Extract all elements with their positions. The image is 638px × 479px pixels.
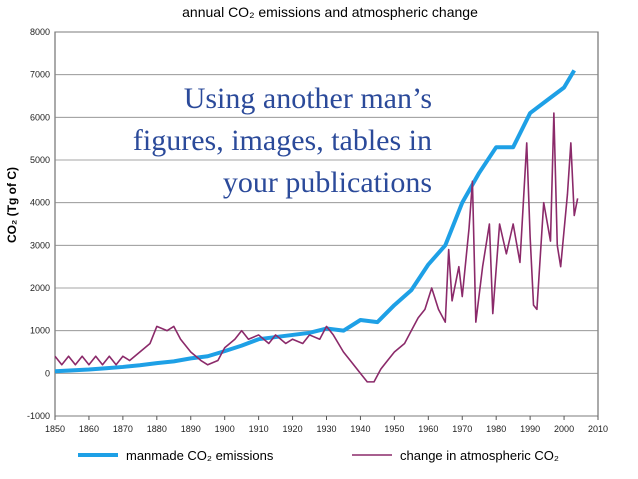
y-tick-label: 2000 xyxy=(30,283,50,293)
x-tick-label: 1930 xyxy=(316,424,336,434)
y-tick-label: -1000 xyxy=(27,411,50,421)
x-tick-label: 1910 xyxy=(249,424,269,434)
y-tick-label: 3000 xyxy=(30,240,50,250)
y-tick-label: 4000 xyxy=(30,198,50,208)
overlay-text: figures, images, tables in xyxy=(133,124,432,157)
overlay-text: Using another man’s xyxy=(184,82,432,115)
x-tick-label: 1860 xyxy=(79,424,99,434)
chart-title: annual CO₂ emissions and atmospheric cha… xyxy=(182,4,478,20)
y-tick-label: 0 xyxy=(45,368,50,378)
y-tick-label: 1000 xyxy=(30,326,50,336)
x-tick-label: 1970 xyxy=(452,424,472,434)
x-tick-label: 1920 xyxy=(283,424,303,434)
y-tick-label: 8000 xyxy=(30,27,50,37)
y-tick-label: 5000 xyxy=(30,155,50,165)
x-tick-label: 1880 xyxy=(147,424,167,434)
overlay-text: your publications xyxy=(223,166,432,199)
x-tick-label: 1940 xyxy=(350,424,370,434)
plot xyxy=(54,31,599,420)
y-tick-label: 6000 xyxy=(30,112,50,122)
x-tick-label: 2000 xyxy=(554,424,574,434)
x-tick-label: 1900 xyxy=(215,424,235,434)
series-line xyxy=(54,69,576,374)
x-tick-label: 1950 xyxy=(384,424,404,434)
x-tick-label: 1980 xyxy=(486,424,506,434)
x-tick-label: 2010 xyxy=(588,424,608,434)
x-tick-label: 1960 xyxy=(418,424,438,434)
y-tick-label: 7000 xyxy=(30,70,50,80)
x-tick-label: 1990 xyxy=(520,424,540,434)
series-line xyxy=(54,112,579,383)
x-tick-label: 1870 xyxy=(113,424,133,434)
y-axis-label: CO₂ (Tg of C) xyxy=(5,167,19,243)
legend-label: change in atmospheric CO₂ xyxy=(400,448,559,463)
x-tick-label: 1850 xyxy=(45,424,65,434)
legend-label: manmade CO₂ emissions xyxy=(126,448,274,463)
x-tick-label: 1890 xyxy=(181,424,201,434)
